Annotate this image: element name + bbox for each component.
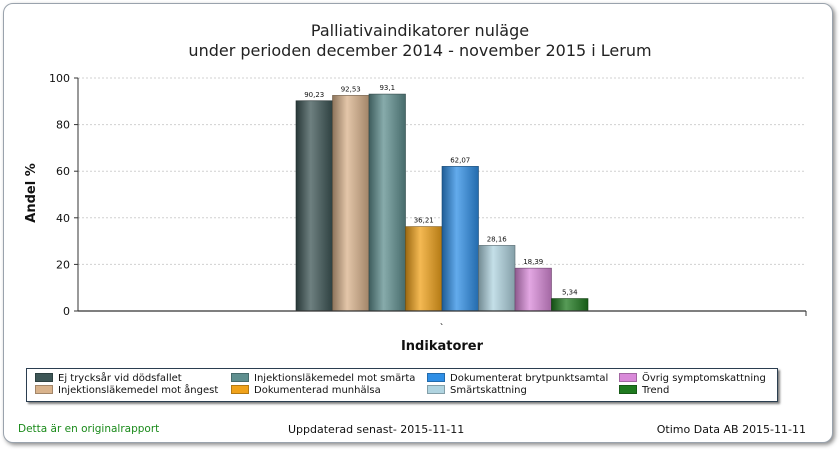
- bar-4: [405, 226, 443, 312]
- legend-item: Injektionsläkemedel mot smärta: [231, 373, 415, 385]
- bar-1: [295, 100, 333, 312]
- legend-swatch: [619, 385, 637, 394]
- x-category-tick: `: [440, 322, 445, 334]
- y-tick-label: 60: [56, 165, 70, 178]
- chart-subtitle: under perioden december 2014 - november …: [188, 41, 652, 60]
- bar-value-label: 18,39: [523, 258, 543, 266]
- y-tick-label: 100: [49, 72, 70, 85]
- bar-value-label: 28,16: [487, 235, 508, 243]
- bar-3: [368, 93, 406, 312]
- legend-label: Dokumenterat brytpunktsamtal: [450, 373, 609, 384]
- y-tick-label: 40: [56, 212, 70, 225]
- bar-value-label: 90,23: [304, 91, 324, 99]
- legend-swatch: [35, 373, 53, 382]
- legend-label: Trend: [642, 385, 670, 396]
- y-tick-label: 80: [56, 119, 70, 132]
- bar-8: [551, 298, 589, 312]
- legend-item: Trend: [619, 385, 669, 397]
- legend: Ej trycksår vid dödsfallet Injektionsläke…: [26, 368, 778, 402]
- legend-label: Injektionsläkemedel mot smärta: [254, 373, 416, 384]
- bar-7: [514, 267, 552, 312]
- legend-label: Smärtskattning: [450, 385, 527, 396]
- legend-swatch: [35, 385, 53, 394]
- y-axis-label: Andel %: [24, 163, 39, 222]
- legend-label: Injektionsläkemedel mot ångest: [58, 385, 219, 396]
- legend-swatch: [619, 373, 637, 382]
- legend-item: Dokumenterad munhälsa: [231, 385, 381, 397]
- x-axis-label: Indikatorer: [401, 339, 484, 354]
- y-tick-label: 20: [56, 258, 70, 271]
- legend-swatch: [427, 373, 445, 382]
- bar-value-label: 5,34: [562, 289, 578, 297]
- legend-item: Ej trycksår vid dödsfallet: [35, 373, 182, 385]
- bar-value-label: 92,53: [341, 85, 361, 93]
- legend-item: Smärtskattning: [427, 385, 527, 397]
- bar-5: [441, 166, 479, 312]
- legend-swatch: [231, 373, 249, 382]
- legend-label: Ej trycksår vid dödsfallet: [58, 373, 182, 384]
- legend-item: Övrig symptomskattning: [619, 373, 766, 385]
- vendor-date: Otimo Data AB 2015-11-11: [656, 423, 806, 436]
- chart-title: Palliativaindikatorer nuläge: [310, 21, 530, 40]
- bar-value-label: 93,1: [379, 84, 395, 92]
- updated-date: Uppdaterad senast- 2015-11-11: [288, 423, 465, 436]
- y-tick-label: 0: [63, 305, 70, 318]
- bar-6: [478, 245, 516, 312]
- bar-value-label: 36,21: [414, 217, 434, 225]
- bar-2: [332, 95, 370, 312]
- bar-value-label: 62,07: [450, 156, 470, 164]
- legend-swatch: [427, 385, 445, 394]
- bar-chart: 0 20 40 60 80 100 90,23 92,53 93,1 36,21 62,07 28,1…: [24, 72, 807, 354]
- legend-item: Injektionsläkemedel mot ångest: [35, 385, 218, 397]
- legend-label: Dokumenterad munhälsa: [254, 385, 381, 396]
- legend-item: Dokumenterat brytpunktsamtal: [427, 373, 608, 385]
- legend-swatch: [231, 385, 249, 394]
- legend-label: Övrig symptomskattning: [642, 373, 766, 384]
- original-report-note: Detta är en originalrapport: [18, 423, 160, 435]
